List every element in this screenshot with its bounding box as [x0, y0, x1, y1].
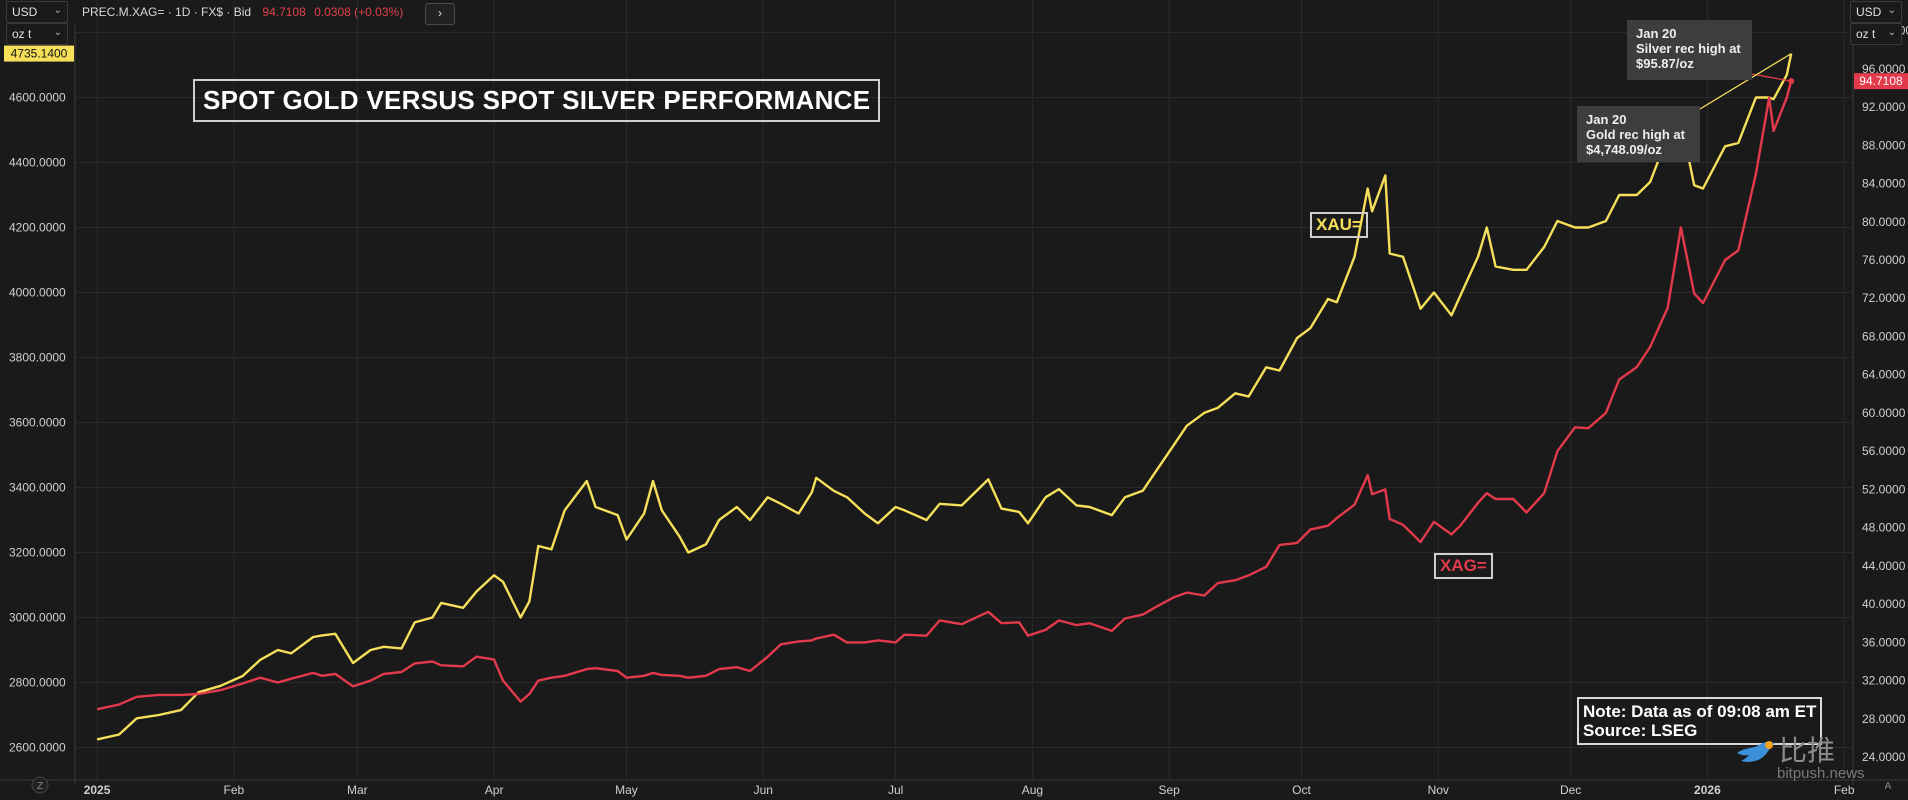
watermark: 比推 bitpush.news: [1735, 725, 1905, 785]
right-tick-label: 92.0000: [1862, 100, 1906, 114]
left-tick-label: 2600.0000: [9, 741, 66, 755]
silver-callout-date: Jan 20: [1636, 26, 1677, 41]
gold-record-callout: Jan 20 Gold rec high at $4,748.09/oz: [1577, 106, 1700, 162]
time-tick-label: Jul: [888, 783, 903, 797]
chevron-down-icon: ⌄: [53, 5, 62, 16]
time-tick-label: 2026: [1694, 783, 1721, 797]
silver-record-callout: Jan 20 Silver rec high at $95.87/oz: [1627, 20, 1752, 80]
left-tick-label: 3200.0000: [9, 546, 66, 560]
left-tick-label: 4600.0000: [9, 91, 66, 105]
right-currency-select[interactable]: USD ⌄: [1850, 1, 1902, 23]
gold-price-badge: [4, 45, 74, 62]
note-line: Note: Data as of 09:08 am ET: [1583, 702, 1817, 721]
right-axis-ticks: 100.000096.000092.000088.000084.000080.0…: [1862, 24, 1908, 764]
time-tick-label: Nov: [1428, 783, 1449, 797]
right-tick-label: 56.0000: [1862, 444, 1906, 458]
xau-label: XAU=: [1310, 212, 1368, 238]
right-tick-label: 88.0000: [1862, 138, 1906, 152]
scale-zoom-button[interactable]: [31, 776, 49, 794]
right-tick-label: 36.0000: [1862, 635, 1906, 649]
time-tick-label: Oct: [1292, 783, 1311, 797]
time-tick-label: Apr: [485, 783, 504, 797]
right-tick-label: 40.0000: [1862, 597, 1906, 611]
right-tick-label: 60.0000: [1862, 406, 1906, 420]
left-tick-label: 2800.0000: [9, 676, 66, 690]
gold-callout-price: $4,748.09/oz: [1586, 142, 1662, 157]
right-tick-label: 80.0000: [1862, 215, 1906, 229]
right-tick-label: 84.0000: [1862, 177, 1906, 191]
leader-lines: [1699, 53, 1792, 110]
time-tick-label: Mar: [347, 783, 368, 797]
silver-series-line: [96, 80, 1793, 711]
silver-price-badge: [1854, 73, 1908, 90]
grid: [75, 0, 1853, 780]
left-tick-label: 3800.0000: [9, 351, 66, 365]
time-tick-label: Dec: [1560, 783, 1581, 797]
right-tick-label: 64.0000: [1862, 368, 1906, 382]
symbol-header: PREC.M.XAG= · 1D · FX$ · Bid 94.7108 0.0…: [82, 5, 403, 19]
gold-callout-text: Gold rec high at: [1586, 127, 1685, 142]
left-tick-label: 4000.0000: [9, 286, 66, 300]
header-price: 94.7108: [262, 5, 306, 19]
silver-price-badge-text: 94.7108: [1859, 74, 1903, 88]
symbol-info: PREC.M.XAG= · 1D · FX$ · Bid: [82, 5, 252, 19]
price-badges: 4735.1400 94.7108: [4, 45, 1908, 90]
left-currency-value: USD: [12, 5, 38, 19]
time-tick-label: Aug: [1022, 783, 1043, 797]
source-note: Note: Data as of 09:08 am ET Source: LSE…: [1577, 697, 1823, 745]
right-tick-label: 32.0000: [1862, 674, 1906, 688]
gold-callout-date: Jan 20: [1586, 112, 1627, 127]
right-currency-value: USD: [1856, 5, 1882, 19]
bird-logo-icon: [1737, 741, 1775, 762]
right-tick-label: 28.0000: [1862, 712, 1906, 726]
right-unit-value: oz t: [1856, 27, 1876, 41]
time-tick-label: Sep: [1158, 783, 1180, 797]
right-tick-label: 96.0000: [1862, 62, 1906, 76]
right-tick-label: 24.0000: [1862, 750, 1906, 764]
silver-leader-line: [1751, 73, 1792, 82]
time-tick-label: Feb: [223, 783, 244, 797]
time-tick-label: Feb: [1834, 783, 1855, 797]
right-tick-label: 72.0000: [1862, 291, 1906, 305]
chevron-down-icon: ⌄: [53, 27, 62, 38]
left-unit-select[interactable]: oz t ⌄: [6, 23, 68, 45]
silver-callout-price: $95.87/oz: [1636, 56, 1694, 71]
gold-price-badge-text: 4735.1400: [11, 47, 68, 61]
gold-leader-line: [1699, 53, 1792, 110]
xag-label: XAG=: [1434, 553, 1493, 579]
time-tick-label: Jun: [754, 783, 773, 797]
watermark-domain: bitpush.news: [1777, 765, 1865, 782]
gold-series-line: [96, 53, 1793, 741]
expand-legend-button[interactable]: ›: [425, 3, 455, 25]
right-tick-label: 68.0000: [1862, 329, 1906, 343]
time-tick-label: 2025: [84, 783, 111, 797]
watermark-chinese: 比推: [1779, 735, 1836, 766]
chevron-down-icon: ⌄: [1887, 27, 1896, 38]
right-tick-label: 76.0000: [1862, 253, 1906, 267]
time-tick-label: May: [615, 783, 638, 797]
left-tick-label: 3000.0000: [9, 611, 66, 625]
chart-title: SPOT GOLD VERSUS SPOT SILVER PERFORMANCE: [193, 79, 881, 122]
header-change: 0.0308 (+0.03%): [314, 5, 404, 19]
time-axis-ticks: 2025 Feb Mar Apr May Jun Jul Aug Sep Oct Nov Dec 202…: [84, 783, 1855, 797]
right-tick-label: 52.0000: [1862, 482, 1906, 496]
chevron-right-icon: ›: [438, 6, 442, 20]
left-tick-label: 4200.0000: [9, 221, 66, 235]
left-unit-value: oz t: [12, 27, 32, 41]
scale-zoom-label: Z: [37, 781, 43, 792]
left-currency-select[interactable]: USD ⌄: [6, 1, 68, 23]
left-tick-label: 3600.0000: [9, 416, 66, 430]
silver-callout-text: Silver rec high at: [1636, 41, 1741, 56]
left-tick-label: 3400.0000: [9, 481, 66, 495]
source-line: Source: LSEG: [1583, 721, 1698, 740]
auto-scale-label[interactable]: A: [1885, 781, 1892, 792]
chevron-down-icon: ⌄: [1887, 5, 1896, 16]
right-tick-label: 48.0000: [1862, 521, 1906, 535]
left-tick-label: 4400.0000: [9, 156, 66, 170]
right-unit-select[interactable]: oz t ⌄: [1850, 23, 1902, 45]
right-tick-label: 44.0000: [1862, 559, 1906, 573]
